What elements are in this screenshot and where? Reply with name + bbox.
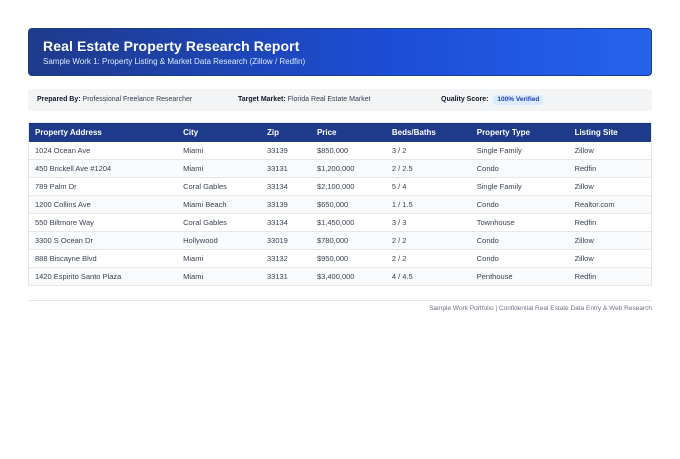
address-cell: 789 Palm Dr [28, 177, 178, 196]
listing-site-cell: Redfin [568, 213, 652, 232]
price-cell: $850,000 [310, 141, 386, 160]
address-cell: 1420 Espirito Santo Plaza [28, 267, 178, 286]
beds-baths-cell: 4 / 4.5 [385, 267, 471, 286]
report-meta-bar: Prepared By: Professional Freelance Rese… [28, 89, 652, 111]
zip-cell: 33131 [261, 159, 311, 178]
city-cell: Coral Gables [177, 213, 261, 232]
address-cell: 1200 Collins Ave [28, 195, 178, 214]
table-row: 1024 Ocean Ave Miami 33139 $850,000 3 / 2 Sin… [28, 141, 652, 160]
quality-score-badge: 100% Verified [493, 95, 544, 105]
beds-baths-cell: 3 / 2 [385, 141, 471, 160]
property-type-cell: Penthouse [470, 267, 569, 286]
address-cell: 1024 Ocean Ave [28, 141, 178, 160]
property-type-cell: Condo [470, 249, 569, 268]
table-row: 888 Biscayne Blvd Miami 33132 $950,000 2 / 2… [28, 249, 652, 268]
prepared-by-value: Professional Freelance Researcher [82, 96, 193, 103]
target-market-value: Florida Real Estate Market [287, 96, 371, 103]
address-cell: 888 Biscayne Blvd [28, 249, 178, 268]
city-cell: Hollywood [177, 231, 261, 250]
price-cell: $650,000 [310, 195, 386, 214]
quality-score-label: Quality Score: [441, 96, 489, 103]
table-row: 1200 Collins Ave Miami Beach 33139 $650,000… [28, 195, 652, 214]
price-cell: $2,100,000 [310, 177, 386, 196]
property-table: Property Address City Zip Price Beds/Bat… [28, 122, 652, 286]
column-header-listing-site: Listing Site [568, 122, 652, 142]
report-title: Real Estate Property Research Report [43, 38, 300, 54]
zip-cell: 33139 [261, 141, 311, 160]
column-header-zip: Zip [261, 122, 311, 142]
property-type-cell: Single Family [470, 141, 569, 160]
quality-score: Quality Score: 100% Verified [441, 89, 544, 111]
target-market-label: Target Market: [238, 96, 286, 103]
address-cell: 450 Brickell Ave #1204 [28, 159, 178, 178]
zip-cell: 33131 [261, 267, 311, 286]
report-header: Real Estate Property Research Report Sam… [28, 28, 652, 76]
price-cell: $1,450,000 [310, 213, 386, 232]
prepared-by-label: Prepared By: [37, 96, 81, 103]
beds-baths-cell: 2 / 2 [385, 231, 471, 250]
listing-site-cell: Redfin [568, 267, 652, 286]
column-header-city: City [177, 122, 261, 142]
report-subtitle: Sample Work 1: Property Listing & Market… [43, 57, 306, 66]
city-cell: Miami [177, 159, 261, 178]
listing-site-cell: Realtor.com [568, 195, 652, 214]
column-header-property-type: Property Type [470, 122, 569, 142]
column-header-beds-baths: Beds/Baths [385, 122, 471, 142]
footer-divider [28, 300, 652, 301]
table-row: 3300 S Ocean Dr Hollywood 33019 $780,000 2 /… [28, 231, 652, 250]
table-row: 789 Palm Dr Coral Gables 33134 $2,100,000 5 … [28, 177, 652, 196]
beds-baths-cell: 2 / 2.5 [385, 159, 471, 178]
zip-cell: 33019 [261, 231, 311, 250]
table-row: 450 Brickell Ave #1204 Miami 33131 $1,200,0… [28, 159, 652, 178]
table-row: 550 Biltmore Way Coral Gables 33134 $1,450,… [28, 213, 652, 232]
price-cell: $3,400,000 [310, 267, 386, 286]
property-type-cell: Townhouse [470, 213, 569, 232]
price-cell: $1,200,000 [310, 159, 386, 178]
beds-baths-cell: 3 / 3 [385, 213, 471, 232]
column-header-price: Price [310, 122, 386, 142]
table-header-row: Property Address City Zip Price Beds/Bat… [28, 122, 652, 142]
city-cell: Miami Beach [177, 195, 261, 214]
city-cell: Miami [177, 141, 261, 160]
zip-cell: 33139 [261, 195, 311, 214]
address-cell: 550 Biltmore Way [28, 213, 178, 232]
property-type-cell: Condo [470, 195, 569, 214]
table-row: 1420 Espirito Santo Plaza Miami 33131 $3,40… [28, 267, 652, 286]
beds-baths-cell: 1 / 1.5 [385, 195, 471, 214]
beds-baths-cell: 2 / 2 [385, 249, 471, 268]
property-type-cell: Condo [470, 159, 569, 178]
listing-site-cell: Zillow [568, 249, 652, 268]
zip-cell: 33134 [261, 213, 311, 232]
beds-baths-cell: 5 / 4 [385, 177, 471, 196]
listing-site-cell: Redfin [568, 159, 652, 178]
address-cell: 3300 S Ocean Dr [28, 231, 178, 250]
prepared-by: Prepared By: Professional Freelance Rese… [37, 89, 192, 111]
city-cell: Miami [177, 249, 261, 268]
city-cell: Miami [177, 267, 261, 286]
price-cell: $950,000 [310, 249, 386, 268]
property-type-cell: Single Family [470, 177, 569, 196]
column-header-address: Property Address [28, 122, 178, 142]
listing-site-cell: Zillow [568, 231, 652, 250]
listing-site-cell: Zillow [568, 177, 652, 196]
zip-cell: 33132 [261, 249, 311, 268]
table-body: 1024 Ocean Ave Miami 33139 $850,000 3 / 2 Sin… [28, 141, 652, 286]
property-type-cell: Condo [470, 231, 569, 250]
city-cell: Coral Gables [177, 177, 261, 196]
footer-text: Sample Work Portfolio | Confidential Rea… [429, 305, 652, 312]
zip-cell: 33134 [261, 177, 311, 196]
target-market: Target Market: Florida Real Estate Marke… [238, 89, 371, 111]
price-cell: $780,000 [310, 231, 386, 250]
listing-site-cell: Zillow [568, 141, 652, 160]
